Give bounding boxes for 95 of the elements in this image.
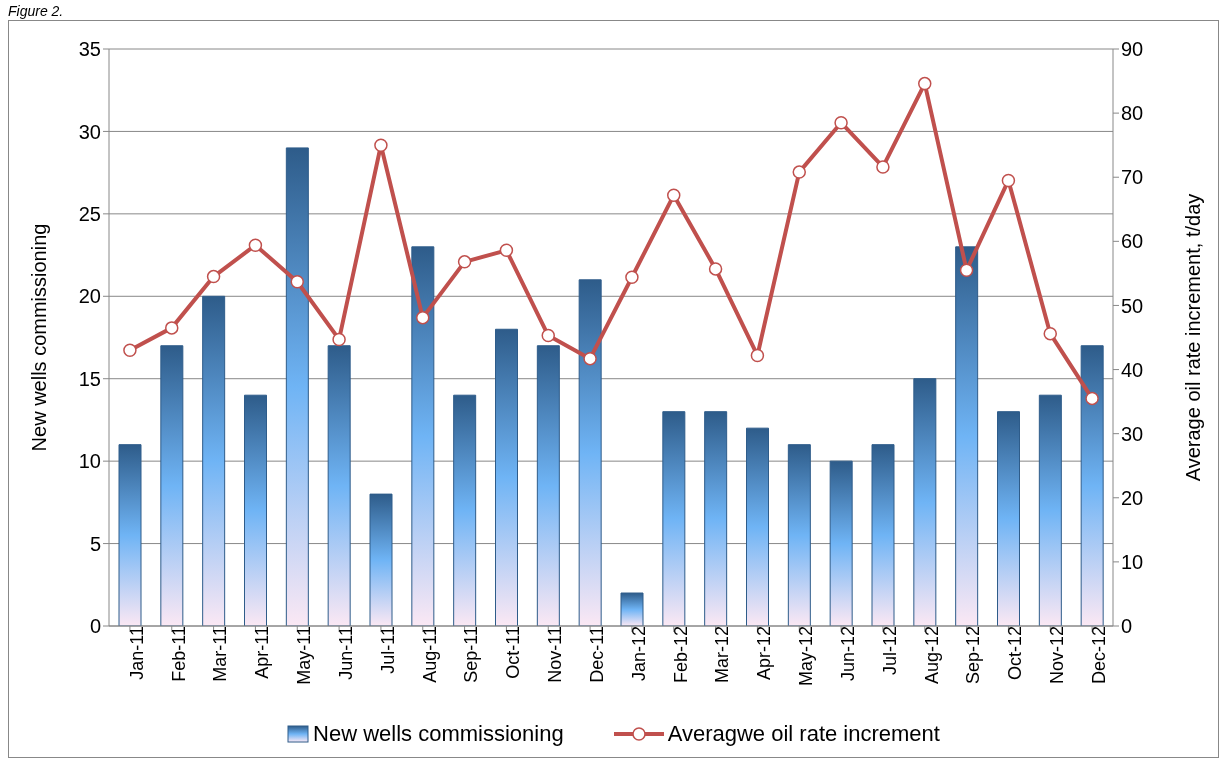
x-tick-label: Jan-11 — [126, 626, 147, 680]
y2-tick-label: 70 — [1121, 166, 1144, 189]
bar — [746, 427, 769, 626]
point — [248, 238, 263, 252]
point — [918, 76, 932, 91]
bar — [411, 246, 435, 626]
y-tick-label: 35 — [78, 38, 101, 61]
chart-title: Figure 2. — [8, 3, 65, 19]
y2-tick-label: 90 — [1121, 38, 1144, 61]
y-tick-label: 20 — [78, 285, 101, 308]
bar — [1038, 394, 1062, 626]
bar — [871, 444, 895, 626]
x-tick-label: Mar-11 — [210, 626, 231, 682]
legend-label: New wells commissioning — [313, 721, 564, 747]
bar — [955, 246, 979, 626]
point — [206, 269, 221, 284]
x-tick-label: Jul-11 — [377, 626, 398, 674]
x-tick-label: Nov-12 — [1047, 626, 1068, 685]
bar — [160, 345, 184, 626]
bar — [495, 328, 518, 626]
bar — [244, 394, 267, 626]
point — [290, 274, 304, 289]
bar — [704, 411, 728, 626]
x-tick-label: Feb-11 — [168, 626, 189, 682]
point — [123, 343, 137, 358]
legend-label: Averagwe oil rate increment — [667, 721, 940, 747]
point — [332, 332, 346, 347]
y-tick-label: 15 — [78, 367, 101, 390]
x-tick-label: Nov-11 — [545, 626, 566, 683]
bar — [662, 411, 686, 626]
point — [165, 321, 179, 335]
x-tick-label: Mar-12 — [712, 626, 733, 684]
point — [416, 310, 430, 325]
point — [583, 351, 597, 366]
y2-tick-label: 40 — [1121, 358, 1144, 381]
x-tick-label: Aug-12 — [921, 626, 942, 685]
y-tick-label: 5 — [89, 532, 101, 555]
y2-tick-label: 0 — [1121, 615, 1133, 638]
bar — [578, 279, 602, 626]
point — [959, 263, 974, 277]
y-tick-label: 10 — [78, 450, 101, 473]
x-tick-label: Oct-11 — [503, 626, 524, 679]
bar — [829, 460, 853, 626]
x-tick-label: Jun-12 — [837, 626, 858, 682]
y2-tick-label: 60 — [1121, 230, 1144, 253]
point — [708, 262, 723, 276]
x-tick-label: Feb-12 — [670, 626, 691, 684]
point — [876, 160, 890, 174]
point — [625, 270, 639, 284]
bar — [118, 444, 142, 626]
point — [1085, 391, 1099, 406]
point — [834, 115, 848, 130]
x-tick-label: Jul-12 — [879, 626, 900, 676]
bar — [369, 493, 393, 626]
y2-tick-label: 10 — [1121, 550, 1144, 573]
x-tick-label: Sep-11 — [461, 626, 482, 683]
y2-tick-label: 50 — [1121, 294, 1144, 317]
bar — [913, 378, 937, 626]
point — [750, 348, 765, 363]
x-tick-label: Jun-11 — [335, 626, 356, 680]
point — [374, 138, 388, 152]
bar — [285, 147, 309, 626]
point — [667, 188, 681, 202]
x-tick-label: Aug-11 — [419, 626, 440, 683]
x-tick-label: May-11 — [294, 626, 315, 685]
point — [499, 243, 514, 258]
y-tick-label: 0 — [89, 615, 101, 638]
x-tick-label: Jan-12 — [628, 626, 649, 682]
point — [792, 165, 806, 179]
y2-tick-label: 80 — [1121, 102, 1144, 125]
bar — [620, 592, 644, 626]
bar — [327, 345, 351, 626]
x-tick-label: Oct-12 — [1005, 626, 1026, 681]
y2-tick-label: 20 — [1121, 486, 1144, 509]
bar — [202, 295, 226, 626]
y-tick-label: 30 — [78, 120, 101, 143]
y2-axis-title: Average oil rate increment, t/day — [1182, 193, 1205, 482]
point — [457, 255, 472, 269]
point — [1043, 326, 1057, 341]
bar — [1080, 345, 1104, 626]
bar — [453, 394, 477, 626]
y2-tick-label: 30 — [1121, 422, 1144, 445]
x-tick-label: Sep-12 — [963, 626, 984, 685]
x-tick-label: Apr-11 — [252, 626, 273, 679]
bar — [787, 444, 811, 626]
point — [541, 328, 555, 343]
x-tick-label: Dec-12 — [1088, 626, 1109, 685]
x-tick-label: Dec-11 — [586, 626, 607, 683]
point — [1001, 173, 1016, 188]
bar — [997, 411, 1020, 626]
x-tick-label: Apr-12 — [754, 626, 775, 681]
x-tick-label: May-12 — [796, 626, 817, 687]
y-tick-label: 25 — [78, 202, 101, 225]
bar — [536, 345, 560, 626]
y-axis-title: New wells commissioning — [28, 223, 51, 452]
